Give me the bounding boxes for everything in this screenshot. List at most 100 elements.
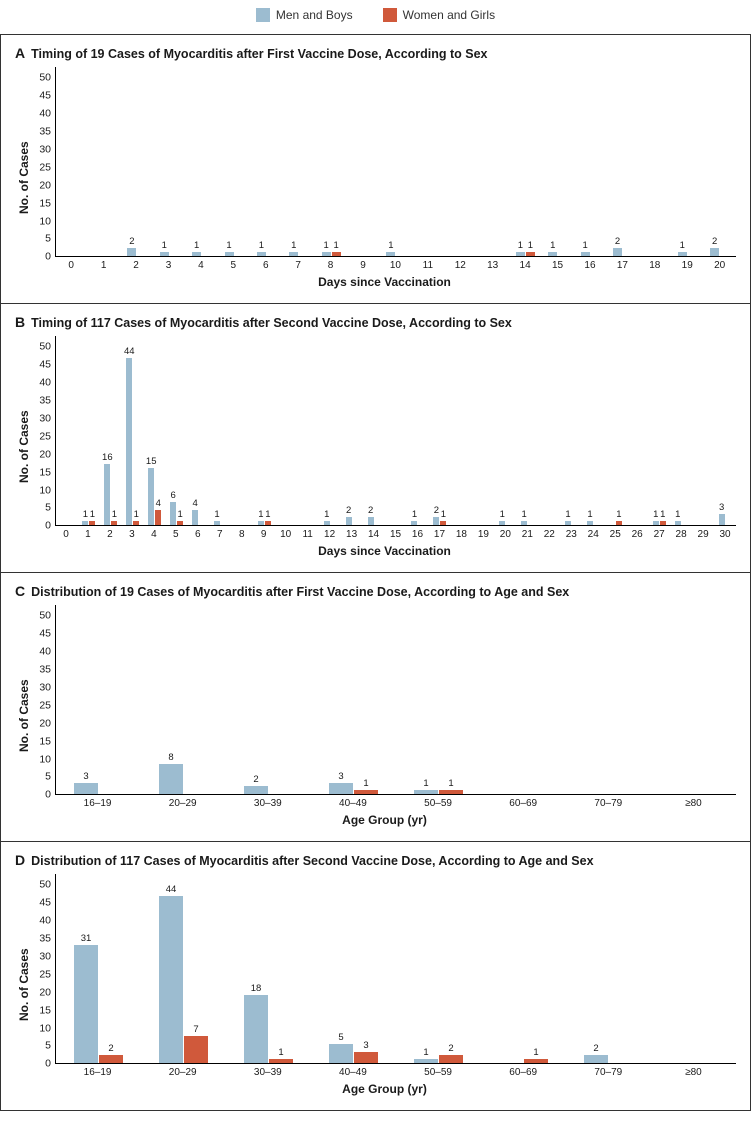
bar-value-label: 2	[129, 236, 134, 247]
bar-women: 1	[133, 521, 139, 525]
x-tick: 7	[209, 529, 231, 540]
x-tick: 9	[253, 529, 275, 540]
chart-area: 0510152025303540455021111111111112120123…	[33, 67, 736, 289]
bar-group: 447	[141, 896, 226, 1063]
bar-value-label: 2	[448, 1043, 453, 1054]
legend-label: Women and Girls	[403, 8, 495, 22]
bar-women: 1	[526, 252, 535, 256]
y-tick: 30	[39, 951, 51, 962]
bar-women: 1	[354, 790, 378, 794]
y-tick: 50	[39, 341, 51, 352]
bar-group: 1	[574, 252, 606, 256]
bar-group: 181	[226, 995, 311, 1063]
x-tick-labels: 0123456789101112131415161718192021222324…	[55, 529, 736, 540]
plot-row: 051015202530354045503823111	[33, 605, 736, 795]
bar-women: 1	[265, 521, 271, 525]
bar-men: 1	[82, 521, 88, 525]
y-tick: 0	[45, 1059, 51, 1070]
bar-group: 1	[542, 252, 574, 256]
y-tick: 15	[39, 1005, 51, 1016]
bar-men: 2	[584, 1055, 608, 1063]
bar-value-label: 1	[660, 509, 665, 520]
x-tick: 70–79	[566, 1067, 651, 1078]
y-tick: 40	[39, 915, 51, 926]
y-tick: 10	[39, 1023, 51, 1034]
bar-value-label: 1	[522, 509, 527, 520]
bar-group: 2	[704, 248, 736, 256]
bar-men: 2	[613, 248, 622, 256]
bar-value-label: 2	[615, 236, 620, 247]
bar-group: 1	[604, 521, 626, 525]
bar-value-label: 1	[226, 240, 231, 251]
bar-group: 1	[671, 252, 703, 256]
bar-value-label: 7	[193, 1024, 198, 1035]
bar-men: 5	[329, 1044, 353, 1063]
y-tick: 0	[45, 252, 51, 263]
x-tick: 7	[282, 260, 314, 271]
panel-title-text: Distribution of 19 Cases of Myocarditis …	[31, 585, 569, 599]
x-tick: 0	[55, 529, 77, 540]
y-axis: 05101520253035404550	[33, 67, 55, 257]
plot: 11161441154614111122121111111113	[55, 336, 736, 526]
bar-men: 1	[565, 521, 571, 525]
legend-item: Women and Girls	[383, 8, 495, 22]
chart-area: 0510152025303540455031244718153121216–19…	[33, 874, 736, 1096]
bar-group: 2	[341, 517, 363, 525]
x-tick: 50–59	[396, 1067, 481, 1078]
bar-group: 1	[670, 521, 692, 525]
y-tick: 5	[45, 234, 51, 245]
x-tick-labels: 16–1920–2930–3940–4950–5960–6970–79≥80	[55, 798, 736, 809]
bar-group: 11	[253, 521, 275, 525]
x-tick: 21	[516, 529, 538, 540]
x-tick: 20	[494, 529, 516, 540]
bar-men: 3	[74, 783, 98, 794]
y-tick: 35	[39, 395, 51, 406]
bar-value-label: 1	[258, 509, 263, 520]
bar-women: 1	[440, 521, 446, 525]
bar-group: 1	[481, 1059, 566, 1063]
bar-men: 4	[192, 510, 198, 525]
x-tick: 11	[297, 529, 319, 540]
bar-value-label: 2	[346, 505, 351, 516]
bar-men: 1	[414, 790, 438, 794]
bar-group: 2	[121, 248, 153, 256]
bar-value-label: 1	[412, 509, 417, 520]
y-tick: 30	[39, 682, 51, 693]
bar-group: 53	[311, 1044, 396, 1063]
x-tick: 30–39	[225, 798, 310, 809]
bar-group: 1	[250, 252, 282, 256]
bar-value-label: 1	[178, 509, 183, 520]
panel-B: BTiming of 117 Cases of Myocarditis afte…	[1, 304, 750, 573]
x-tick: 50–59	[396, 798, 481, 809]
x-tick: 0	[55, 260, 87, 271]
bar-group: 154	[144, 468, 166, 525]
bar-group: 3	[56, 783, 141, 794]
bar-group: 12	[396, 1055, 481, 1063]
x-tick: 12	[444, 260, 476, 271]
x-tick: 13	[341, 529, 363, 540]
x-tick: 17	[606, 260, 638, 271]
y-tick: 25	[39, 969, 51, 980]
bar-value-label: 1	[500, 509, 505, 520]
bar-men: 2	[244, 786, 268, 794]
panel-title-text: Distribution of 117 Cases of Myocarditis…	[31, 854, 593, 868]
bar-men: 1	[214, 521, 220, 525]
bar-group: 21	[429, 517, 451, 525]
x-tick: 15	[541, 260, 573, 271]
x-tick-labels: 01234567891011121314151617181920	[55, 260, 736, 271]
x-tick: 30–39	[225, 1067, 310, 1078]
bar-group: 8	[141, 764, 226, 794]
y-tick: 0	[45, 521, 51, 532]
bar-value-label: 8	[168, 752, 173, 763]
bar-group: 11	[396, 790, 481, 794]
bar-men: 1	[257, 252, 266, 256]
bar-value-label: 18	[251, 983, 262, 994]
bar-value-label: 3	[338, 771, 343, 782]
x-tick: 12	[319, 529, 341, 540]
bar-men: 2	[346, 517, 352, 525]
bar-value-label: 1	[278, 1047, 283, 1058]
panels-container: ATiming of 19 Cases of Myocarditis after…	[0, 34, 751, 1111]
panel-letter: B	[15, 314, 25, 330]
panel-D: DDistribution of 117 Cases of Myocarditi…	[1, 842, 750, 1110]
x-tick: 20	[703, 260, 735, 271]
